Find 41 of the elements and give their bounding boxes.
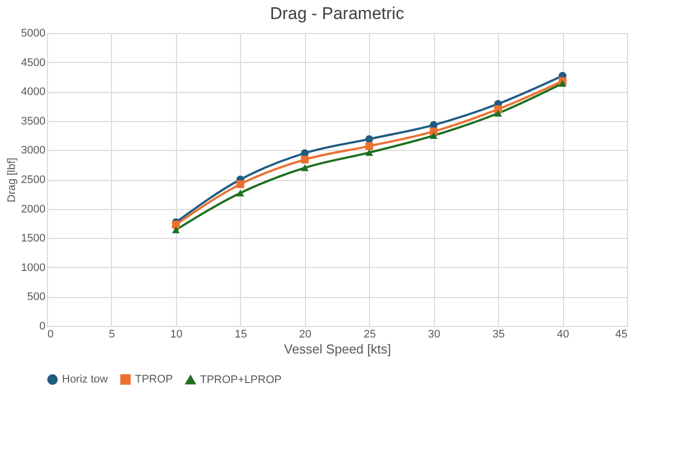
y-tick-label: 3000: [21, 144, 46, 157]
point: [172, 226, 180, 234]
point: [300, 164, 309, 172]
y-tick-label: 1500: [21, 232, 46, 245]
point: [494, 110, 502, 117]
x-tick-label: 20: [299, 328, 312, 340]
y-tick-label: 2000: [21, 203, 46, 216]
x-tick-label: 0: [48, 328, 54, 340]
chart-title: Drag - Parametric: [270, 4, 405, 23]
point: [236, 190, 244, 196]
y-tick-label: 0: [39, 320, 46, 332]
y-tick-label: 1000: [21, 262, 46, 274]
y-tick-label: 5000: [21, 28, 46, 40]
x-tick-label: 40: [556, 328, 570, 340]
point: [365, 149, 374, 156]
x-tick-label: 30: [428, 328, 440, 340]
y-tick-label: 500: [27, 291, 46, 304]
point: [300, 156, 309, 164]
point: [430, 128, 438, 136]
x-tick-label: 25: [364, 328, 376, 340]
y-axis-title: Drag [lbf]: [6, 158, 18, 202]
x-tick-label: 35: [492, 328, 505, 340]
point: [494, 105, 502, 114]
legend-label: TPROP+LPROP: [200, 374, 282, 386]
y-tick-label: 2500: [21, 174, 46, 186]
y-tick-label: 4500: [21, 56, 46, 69]
point: [430, 132, 438, 139]
x-tick-label: 5: [108, 328, 116, 340]
legend-label: TPROP: [135, 374, 173, 386]
point: [236, 180, 244, 188]
point: [365, 135, 374, 143]
y-tick-label: 4000: [21, 86, 46, 98]
point: [558, 80, 566, 87]
point: [172, 220, 180, 228]
x-tick-label: 10: [170, 328, 183, 340]
x-axis-title: Vessel Speed [kts]: [284, 342, 391, 356]
point: [365, 142, 374, 150]
x-tick-label: 45: [615, 328, 628, 340]
y-tick-label: 3500: [21, 115, 46, 128]
legend-label: Horiz tow: [62, 374, 108, 386]
x-tick-label: 15: [234, 328, 247, 340]
